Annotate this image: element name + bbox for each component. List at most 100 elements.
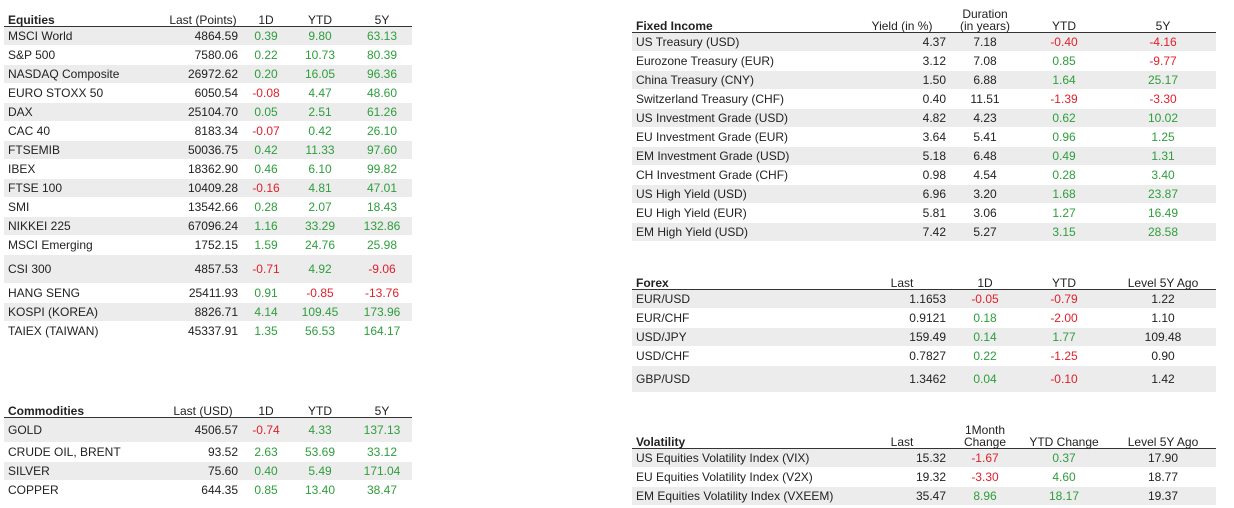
commodities-title: Commodities <box>4 399 162 418</box>
cell-last: 7580.06 <box>162 45 244 65</box>
row-label: Switzerland Treasury (CHF) <box>632 89 852 109</box>
table-row: USD/CHF 0.7827 0.22 -1.25 0.90 <box>632 346 1216 366</box>
cell-c4: 10.02 <box>1110 108 1216 128</box>
col-header: Yield (in %) <box>852 2 952 33</box>
cell-last: 4857.53 <box>162 254 244 284</box>
cell-ytd: 33.29 <box>288 216 352 236</box>
cell-y5: 137.13 <box>352 417 412 443</box>
cell-c4: 1.42 <box>1110 365 1216 393</box>
col-header: Last <box>852 259 952 290</box>
cell-y5: 96.36 <box>352 64 412 84</box>
cell-c3: -0.40 <box>1018 32 1110 52</box>
cell-last: 45337.91 <box>162 321 244 341</box>
cell-c1: 0.40 <box>852 89 952 109</box>
cell-c2: 7.18 <box>952 32 1018 52</box>
commodities-body: GOLD 4506.57 -0.74 4.33 137.13 CRUDE OIL, BRE… <box>4 417 412 500</box>
row-label: KOSPI (KOREA) <box>4 302 162 322</box>
row-label: US Equities Volatility Index (VIX) <box>632 448 852 468</box>
table-row: EM Investment Grade (USD) 5.18 6.48 0.49 1.3… <box>632 146 1216 166</box>
row-label: IBEX <box>4 159 162 179</box>
cell-c3: -1.25 <box>1018 346 1110 366</box>
cell-c1: 0.9121 <box>852 308 952 328</box>
table-row: FTSEMIB 50036.75 0.42 11.33 97.60 <box>4 140 412 160</box>
cell-c4: 23.87 <box>1110 184 1216 204</box>
cell-y5: 38.47 <box>352 480 412 500</box>
cell-ytd: 16.05 <box>288 64 352 84</box>
cell-c1: 4.82 <box>852 108 952 128</box>
table-row: EUR/CHF 0.9121 0.18 -2.00 1.10 <box>632 308 1216 328</box>
volatility-table: Volatility Last 1Month Change YTD Change… <box>632 418 1216 506</box>
cell-y5: -13.76 <box>352 283 412 303</box>
cell-c4: 18.77 <box>1110 467 1216 487</box>
cell-c2: -3.30 <box>952 467 1018 487</box>
equities-title: Equities <box>4 8 162 27</box>
cell-last: 50036.75 <box>162 140 244 160</box>
cell-ytd: 10.73 <box>288 45 352 65</box>
row-label: USD/CHF <box>632 346 852 366</box>
cell-ytd: 53.69 <box>288 442 352 462</box>
cell-ytd: 0.42 <box>288 121 352 141</box>
volatility-title: Volatility <box>632 418 852 449</box>
cell-c1: 0.98 <box>852 165 952 185</box>
col-header: 5Y <box>1110 2 1216 33</box>
cell-c4: 16.49 <box>1110 203 1216 223</box>
col-header: 1D <box>952 259 1018 290</box>
cell-c3: 3.15 <box>1018 222 1110 242</box>
cell-c4: 1.25 <box>1110 127 1216 147</box>
cell-last: 8826.71 <box>162 302 244 322</box>
cell-ytd: 24.76 <box>288 235 352 255</box>
cell-ytd: 9.80 <box>288 26 352 46</box>
cell-c2: 4.23 <box>952 108 1018 128</box>
cell-d1: -0.08 <box>244 83 288 103</box>
cell-c1: 1.3462 <box>852 365 952 393</box>
cell-last: 1752.15 <box>162 235 244 255</box>
table-row: NIKKEI 225 67096.24 1.16 33.29 132.86 <box>4 216 412 236</box>
row-label: EURO STOXX 50 <box>4 83 162 103</box>
cell-ytd: 56.53 <box>288 321 352 341</box>
col-header: 1D <box>244 8 288 27</box>
col-header: Level 5Y Ago <box>1110 418 1216 449</box>
cell-y5: 132.86 <box>352 216 412 236</box>
cell-last: 18362.90 <box>162 159 244 179</box>
cell-c3: 0.28 <box>1018 165 1110 185</box>
cell-ytd: 4.81 <box>288 178 352 198</box>
row-label: US Treasury (USD) <box>632 32 852 52</box>
cell-d1: -0.16 <box>244 178 288 198</box>
cell-d1: 0.28 <box>244 197 288 217</box>
row-label: MSCI Emerging <box>4 235 162 255</box>
row-label: EUR/CHF <box>632 308 852 328</box>
cell-c2: 6.48 <box>952 146 1018 166</box>
row-label: EU Equities Volatility Index (V2X) <box>632 467 852 487</box>
cell-y5: 48.60 <box>352 83 412 103</box>
cell-last: 26972.62 <box>162 64 244 84</box>
cell-last: 10409.28 <box>162 178 244 198</box>
row-label: SILVER <box>4 461 162 481</box>
cell-y5: 171.04 <box>352 461 412 481</box>
row-label: TAIEX (TAIWAN) <box>4 321 162 341</box>
table-row: IBEX 18362.90 0.46 6.10 99.82 <box>4 159 412 179</box>
cell-d1: 0.22 <box>244 45 288 65</box>
cell-y5: 99.82 <box>352 159 412 179</box>
cell-d1: 0.20 <box>244 64 288 84</box>
table-row: DAX 25104.70 0.05 2.51 61.26 <box>4 102 412 122</box>
cell-last: 75.60 <box>162 461 244 481</box>
cell-c2: 11.51 <box>952 89 1018 109</box>
cell-c1: 7.42 <box>852 222 952 242</box>
fixed-income-table: Fixed Income Yield (in %) Duration (in y… <box>632 2 1216 242</box>
table-row: KOSPI (KOREA) 8826.71 4.14 109.45 173.96 <box>4 302 412 322</box>
cell-c3: 4.60 <box>1018 467 1110 487</box>
table-row: EUR/USD 1.1653 -0.05 -0.79 1.22 <box>632 289 1216 309</box>
cell-ytd: 4.92 <box>288 254 352 284</box>
cell-d1: 0.85 <box>244 480 288 500</box>
col-header: 5Y <box>352 8 412 27</box>
cell-c4: 1.22 <box>1110 289 1216 309</box>
cell-ytd: 2.07 <box>288 197 352 217</box>
cell-c3: 1.27 <box>1018 203 1110 223</box>
cell-c2: 0.14 <box>952 327 1018 347</box>
cell-c4: 17.90 <box>1110 448 1216 468</box>
cell-c1: 6.96 <box>852 184 952 204</box>
row-label: US High Yield (USD) <box>632 184 852 204</box>
cell-c1: 15.32 <box>852 448 952 468</box>
row-label: FTSEMIB <box>4 140 162 160</box>
table-row: EU High Yield (EUR) 5.81 3.06 1.27 16.49 <box>632 203 1216 223</box>
